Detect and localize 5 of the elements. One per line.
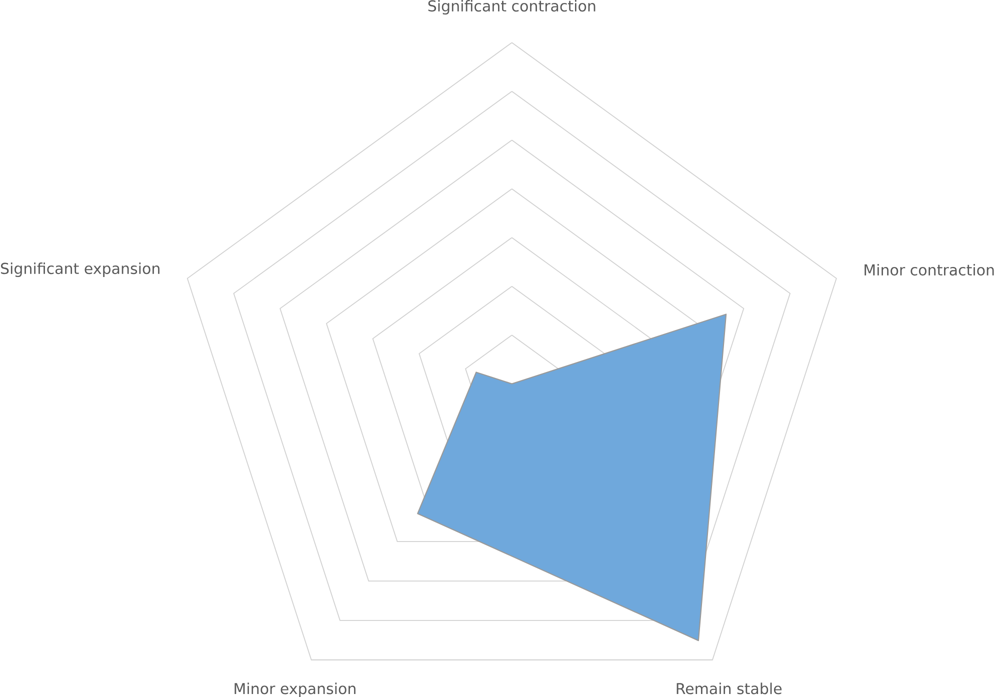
spoke-label: Minor expansion — [234, 682, 356, 697]
spoke-label: Minor contraction — [864, 264, 994, 276]
spoke-label: Remain stable — [676, 682, 782, 694]
spoke-label: Significant contraction — [428, 0, 596, 14]
spoke-label: Significant expansion — [1, 262, 160, 277]
